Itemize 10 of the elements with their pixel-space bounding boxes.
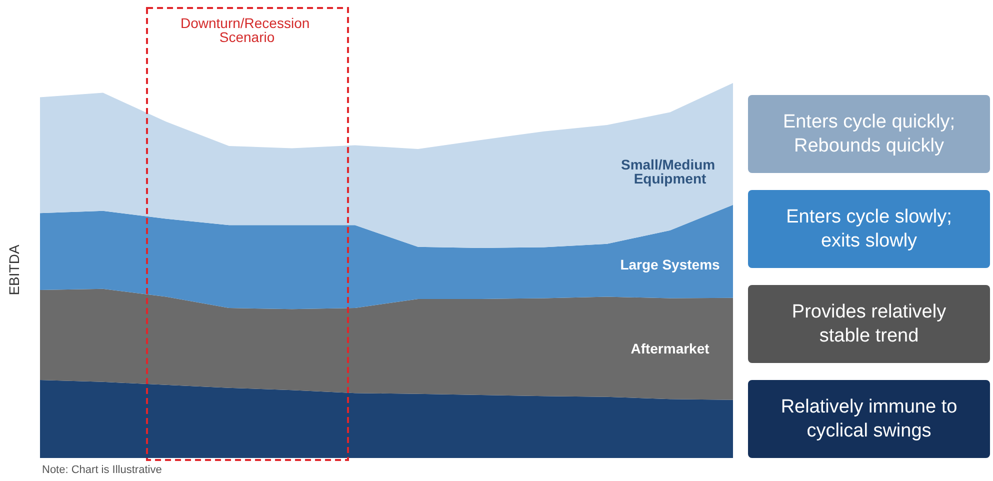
text: Note: Chart is Illustrative — [42, 464, 162, 476]
series-label: Small/Medium Equipment — [620, 156, 720, 186]
text: Downturn/Recession Scenario — [180, 15, 314, 45]
series-label: Aftermarket — [630, 340, 710, 357]
text: Relatively immune to cyclical swings — [780, 396, 958, 442]
text: Provides relatively stable trend — [792, 302, 947, 346]
text: Enters cycle quickly; Rebounds quickly — [782, 112, 956, 156]
y-axis-title: EBITDA — [6, 244, 22, 296]
series-label: Large Systems — [620, 256, 720, 272]
text: Enters cycle slowly; exits slowly — [786, 206, 952, 252]
